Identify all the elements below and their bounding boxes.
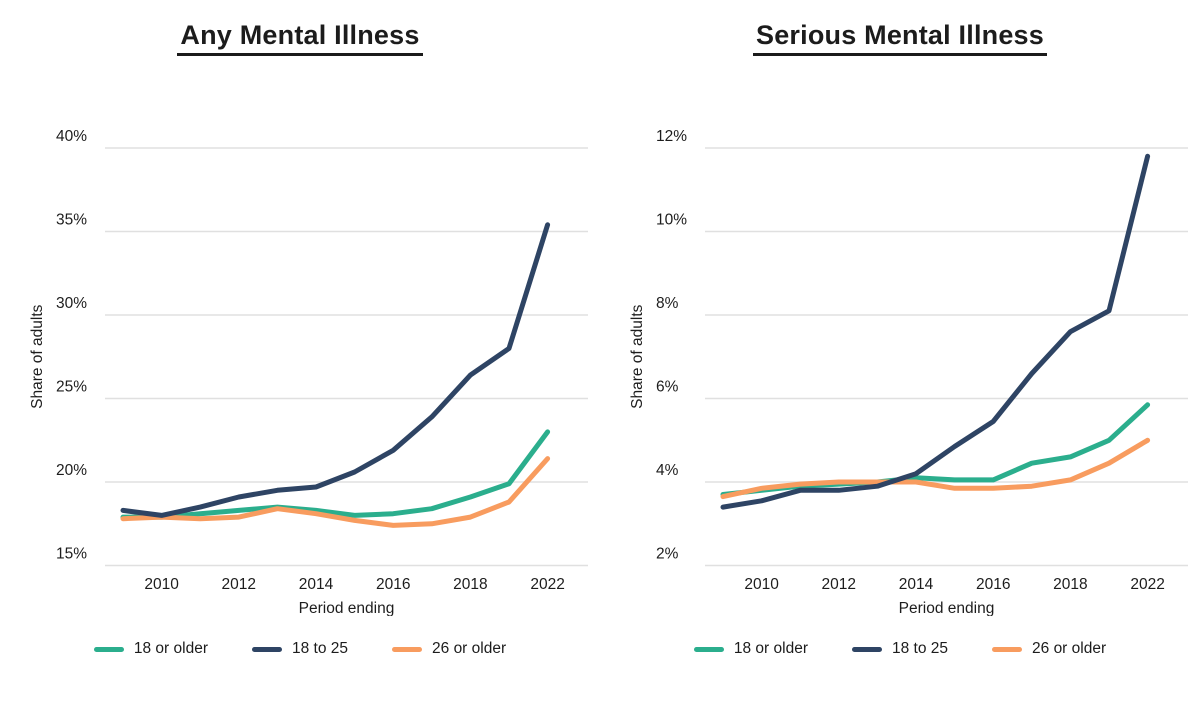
legend-item-18-to-25: 18 to 25 <box>851 640 949 658</box>
legend-item-26-or-older: 26 or older <box>392 640 506 658</box>
y-axis-title: Share of adults <box>629 304 646 409</box>
y-axis-tick-label: 2% <box>656 546 679 563</box>
legend-label-18-to-25: 18 to 25 <box>891 640 949 657</box>
legend-item-18-or-older: 18 or older <box>693 640 808 658</box>
x-axis-tick-label: 2022 <box>1130 576 1164 593</box>
x-axis-tick-label: 2010 <box>144 576 179 593</box>
chart-legend: 18 or older 18 to 25 26 or older <box>600 640 1200 658</box>
y-axis-tick-label: 35% <box>56 212 87 229</box>
x-axis-tick-label: 2012 <box>822 576 856 593</box>
x-axis-title: Period ending <box>899 600 995 616</box>
legend-label-18-or-older: 18 or older <box>733 640 808 657</box>
line-chart-any-mental-illness: 15% 20% 25% 30% 35% 40% 2010 2012 2014 2016 2018 20… <box>29 128 588 616</box>
legend-item-18-to-25: 18 to 25 <box>251 640 349 658</box>
chart-panel-any-mental-illness: Any Mental Illness 15% 20% 25% 30% 35% 40% 201… <box>0 0 600 658</box>
series-line-18-to-25 <box>720 153 1151 510</box>
legend-swatch-26-or-older <box>392 646 423 652</box>
series-line-18-or-older <box>120 429 551 520</box>
y-axis-tick-label: 12% <box>656 128 687 145</box>
chart-title-any-mental-illness: Any Mental Illness <box>177 20 423 56</box>
x-axis-tick-label: 2010 <box>744 576 779 593</box>
y-axis-tick-label: 4% <box>656 462 679 479</box>
y-axis-tick-label: 20% <box>56 462 87 479</box>
legend-label-18-or-older: 18 or older <box>133 640 208 657</box>
chart-title-serious-mental-illness: Serious Mental Illness <box>753 20 1047 56</box>
series-line-18-to-25 <box>120 222 551 518</box>
x-axis-tick-label: 2012 <box>222 576 256 593</box>
legend-swatch-18-or-older <box>693 646 724 652</box>
x-axis-tick-label: 2016 <box>376 576 410 593</box>
x-axis-title: Period ending <box>299 600 395 616</box>
legend-swatch-18-to-25 <box>251 646 282 652</box>
series-line-26-or-older <box>720 437 1151 500</box>
y-axis-tick-label: 10% <box>656 212 687 229</box>
y-axis-tick-label: 30% <box>56 295 87 312</box>
x-axis-tick-label: 2018 <box>453 576 487 593</box>
y-axis-tick-label: 40% <box>56 128 87 145</box>
x-axis-tick-label: 2018 <box>1053 576 1087 593</box>
x-axis-tick-label: 2014 <box>299 576 334 593</box>
y-axis-tick-label: 8% <box>656 295 679 312</box>
line-chart-serious-mental-illness: 2% 4% 6% 8% 10% 12% 2010 2012 2014 2016 2018 2022 Pe… <box>629 128 1188 616</box>
x-axis-tick-label: 2016 <box>976 576 1010 593</box>
chart-title-wrap: Any Mental Illness <box>0 0 600 64</box>
legend-label-18-to-25: 18 to 25 <box>291 640 349 657</box>
y-axis-tick-label: 25% <box>56 379 87 396</box>
legend-label-26-or-older: 26 or older <box>1032 640 1107 657</box>
legend-label-26-or-older: 26 or older <box>432 640 507 657</box>
legend-item-18-or-older: 18 or older <box>93 640 208 658</box>
x-axis-tick-label: 2022 <box>530 576 564 593</box>
legend-swatch-18-or-older <box>93 646 124 652</box>
chart-title-wrap: Serious Mental Illness <box>600 0 1200 64</box>
series-line-26-or-older <box>120 456 551 528</box>
chart-panel-serious-mental-illness: Serious Mental Illness 2% 4% 6% 8% 10% 12% 201… <box>600 0 1200 703</box>
y-axis-tick-label: 6% <box>656 379 679 396</box>
chart-legend: 18 or older 18 to 25 26 or older <box>0 640 600 658</box>
legend-item-26-or-older: 26 or older <box>992 640 1106 658</box>
y-axis-title: Share of adults <box>29 304 46 409</box>
series-line-18-or-older <box>720 402 1151 497</box>
legend-swatch-26-or-older <box>992 646 1023 652</box>
legend-swatch-18-to-25 <box>851 646 882 652</box>
y-axis-tick-label: 15% <box>56 546 87 563</box>
x-axis-tick-label: 2014 <box>899 576 934 593</box>
